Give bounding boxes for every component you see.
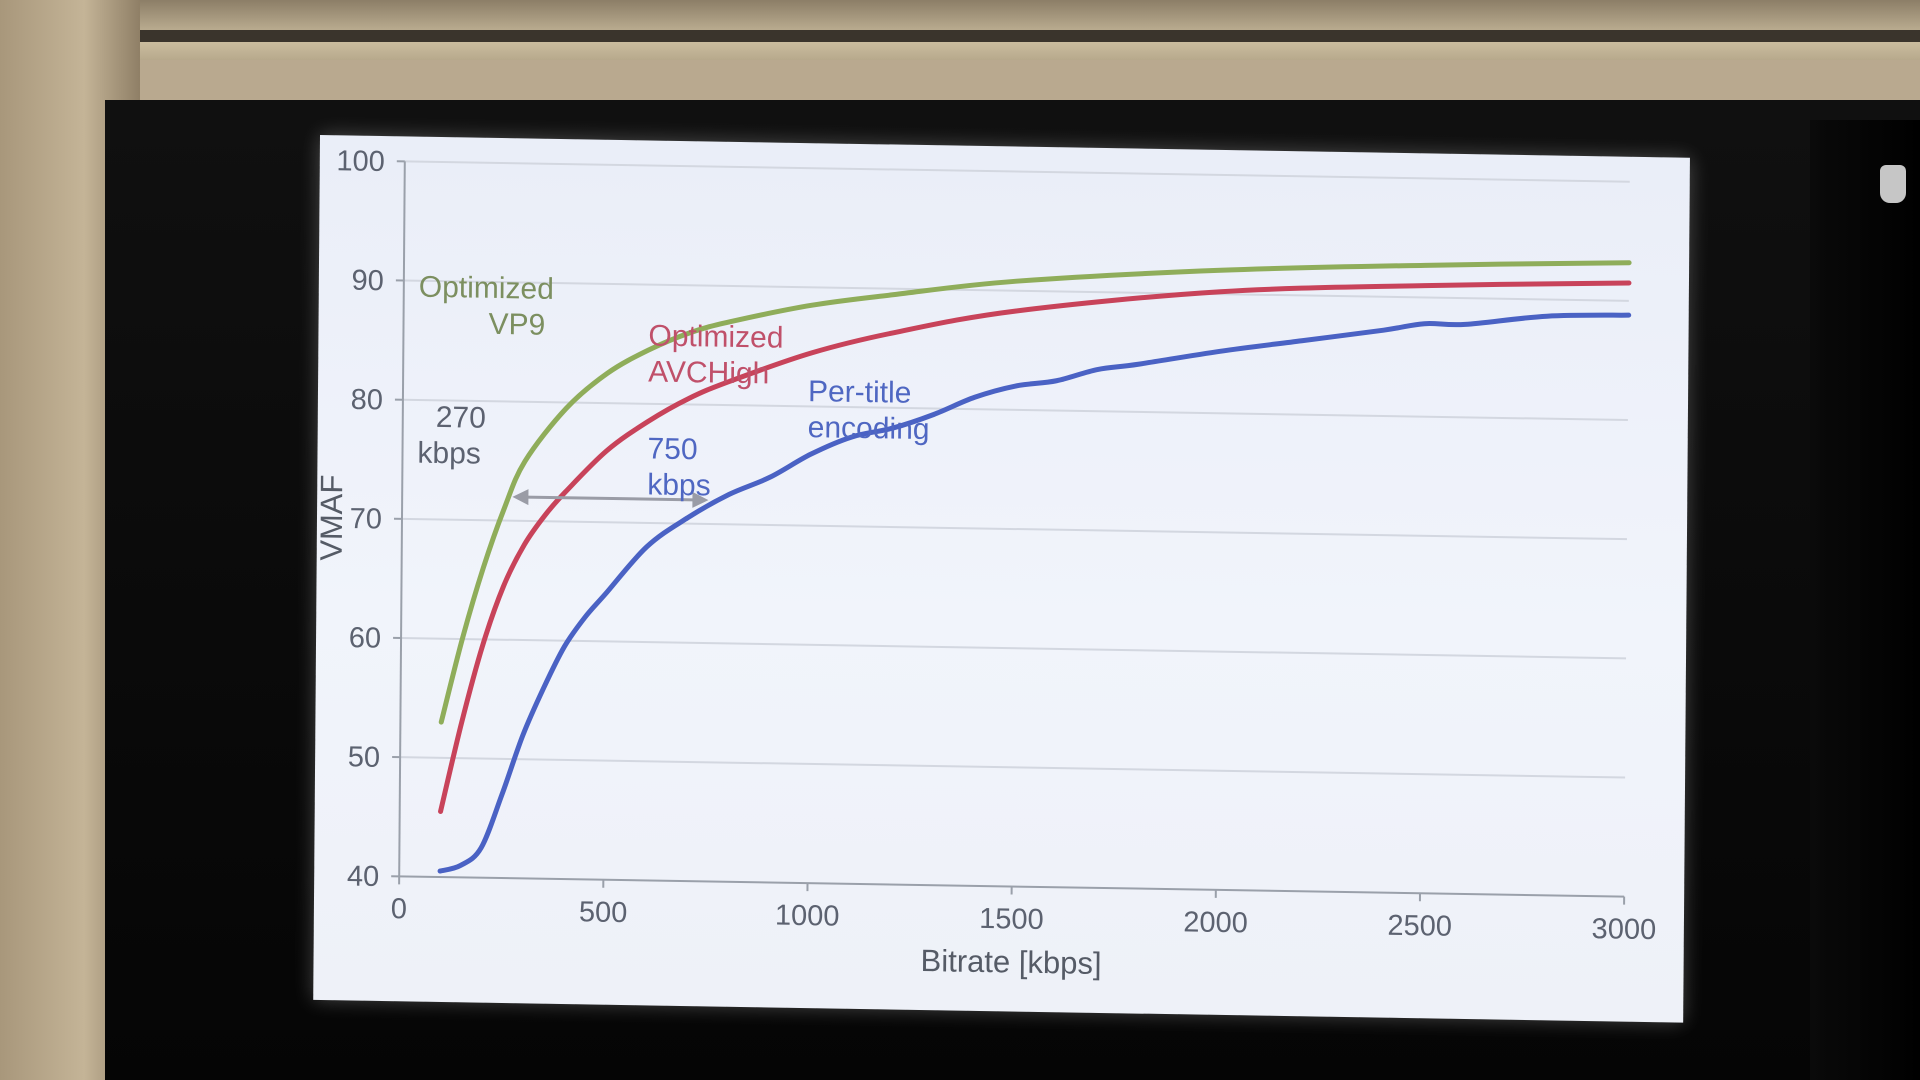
y-tick-label: 60 xyxy=(349,622,382,655)
annotations: OptimizedVP9 OptimizedAVCHigh Per-titleenc… xyxy=(417,271,930,503)
annotation-3: 270kbps xyxy=(417,401,486,471)
gridline xyxy=(404,160,1630,183)
gridline xyxy=(401,517,1627,541)
x-tick-label: 2500 xyxy=(1387,910,1452,943)
annotation-0: OptimizedVP9 xyxy=(418,271,554,342)
right-edge-shadow xyxy=(1810,120,1920,1080)
series-lines xyxy=(437,260,1632,874)
x-tick-label: 500 xyxy=(579,896,628,929)
series-line-2 xyxy=(437,312,1632,874)
axes xyxy=(398,161,1625,898)
y-tick-label: 70 xyxy=(350,503,383,536)
annotation-4: 750kbps xyxy=(647,432,711,502)
arrow-head-left xyxy=(512,489,529,506)
y-tick-label: 40 xyxy=(347,860,380,893)
x-tick-label: 2000 xyxy=(1183,906,1248,939)
x-tick-label: 1000 xyxy=(775,900,840,933)
arrow-shaft xyxy=(526,495,695,502)
gridline xyxy=(400,756,1626,779)
projected-slide: 40 50 60 70 80 90 100 0 500 1000 1500 2000 2500 3000… xyxy=(313,135,1690,1023)
y-axis-line xyxy=(398,161,406,877)
x-tick-label: 3000 xyxy=(1592,913,1657,946)
y-tick-label: 50 xyxy=(348,741,381,774)
annotation-1: OptimizedAVCHigh xyxy=(648,319,784,390)
y-tick-label: 80 xyxy=(351,384,384,417)
arrow-head-right xyxy=(692,491,709,508)
y-tick-label: 90 xyxy=(351,265,384,298)
x-axis-line xyxy=(399,875,1625,898)
gridline xyxy=(403,279,1629,302)
y-axis-title: VMAF xyxy=(314,474,350,561)
gridlines xyxy=(391,160,1630,905)
y-tick-label: 100 xyxy=(336,145,385,178)
series-line-1 xyxy=(438,280,1632,814)
x-axis-title: Bitrate [kbps] xyxy=(920,943,1101,981)
vmaf-bitrate-chart: 40 50 60 70 80 90 100 0 500 1000 1500 2000 2500 3000… xyxy=(314,145,1657,981)
gridline xyxy=(401,637,1627,660)
y-tick-labels: 40 50 60 70 80 90 100 xyxy=(336,145,385,893)
x-tick-label: 1500 xyxy=(979,903,1044,936)
x-tick-label: 0 xyxy=(391,893,407,925)
annotation-2: Per-titleencoding xyxy=(808,375,930,446)
mounted-device xyxy=(1880,165,1906,203)
gridline xyxy=(402,398,1628,422)
x-tick-labels: 0 500 1000 1500 2000 2500 3000 xyxy=(391,893,1657,946)
bitrate-savings-arrow xyxy=(512,489,709,508)
screen-frame-top xyxy=(60,30,1920,42)
series-line-0 xyxy=(438,260,1632,725)
